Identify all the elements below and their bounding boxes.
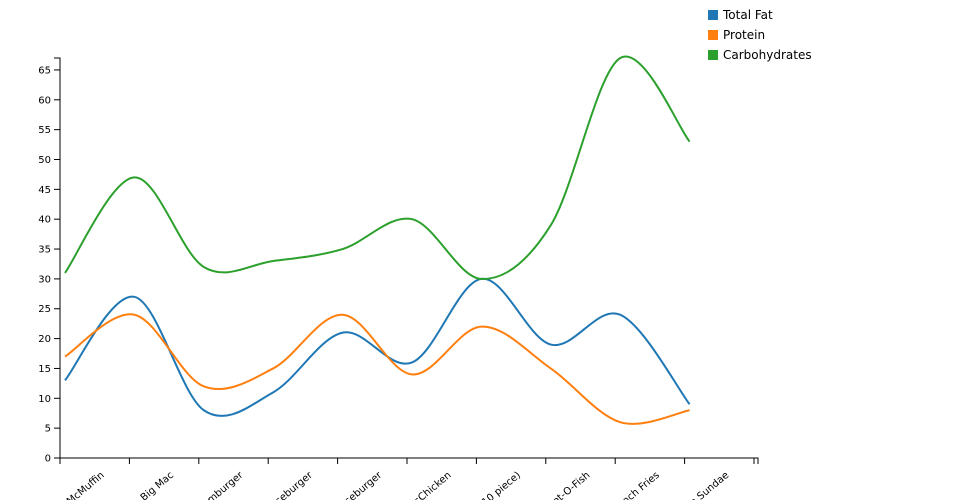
y-tick-label: 15 (38, 364, 51, 375)
legend-label-total-fat: Total Fat (723, 8, 773, 22)
x-tick-label: Cheeseburger (323, 469, 385, 500)
legend-item-carbohydrates: Carbohydrates (708, 45, 812, 65)
legend-item-protein: Protein (708, 25, 812, 45)
x-tick-label: Cheeseburger (254, 469, 316, 500)
legend-swatch-protein (708, 30, 718, 40)
x-tick-label: French Fries (609, 470, 662, 500)
legend-label-protein: Protein (723, 28, 766, 42)
legend-label-carbohydrates: Carbohydrates (723, 48, 812, 62)
x-tick-label: McChicken (405, 470, 453, 500)
legend: Total Fat Protein Carbohydrates (708, 5, 812, 65)
x-tick-label: Large Sundae (671, 470, 731, 500)
y-tick-label: 60 (38, 95, 51, 106)
series-lines (64, 55, 691, 425)
y-tick-label: 55 (38, 125, 51, 136)
y-tick-label: 30 (38, 274, 51, 285)
x-tick-label: Big Mac (139, 470, 176, 500)
y-tick-label: 40 (38, 215, 51, 226)
x-tick-label: (10 piece) (477, 470, 523, 500)
y-tick-label: 0 (45, 454, 51, 465)
y-tick-label: 50 (38, 155, 51, 166)
y-tick-label: 10 (38, 394, 51, 405)
series-line-protein (64, 313, 690, 425)
series-line-total-fat (64, 277, 691, 417)
legend-swatch-carbohydrates (708, 50, 718, 60)
y-tick-label: 25 (38, 304, 51, 315)
x-tick-label: Hamburger (195, 469, 246, 500)
y-tick-label: 20 (38, 334, 51, 345)
x-axis-line (59, 457, 759, 464)
x-tick-label: Egg McMuffin (48, 470, 107, 500)
series-line-carbohydrates (64, 55, 691, 280)
y-tick-label: 65 (38, 65, 51, 76)
legend-item-total-fat: Total Fat (708, 5, 812, 25)
y-tick-label: 5 (45, 424, 51, 435)
y-tick-label: 45 (38, 185, 51, 196)
x-tick-label: Filet-O-Fish (543, 470, 593, 500)
x-axis: Egg McMuffin Big Mac Hamburger Cheeseburger… (48, 457, 759, 500)
legend-swatch-total-fat (708, 10, 718, 20)
plot-area: 0 5 10 15 20 25 30 35 40 45 50 55 60 65 Egg McMuffin B… (38, 55, 759, 500)
y-tick-label: 35 (38, 245, 51, 256)
y-axis: 0 5 10 15 20 25 30 35 40 45 50 55 60 65 (38, 57, 61, 465)
